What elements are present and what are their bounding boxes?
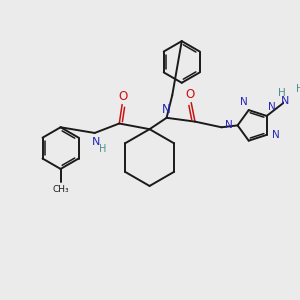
Text: N: N xyxy=(162,103,171,116)
Text: N: N xyxy=(225,120,233,130)
Text: N: N xyxy=(280,96,289,106)
Text: O: O xyxy=(118,89,128,103)
Text: N: N xyxy=(92,137,100,147)
Text: O: O xyxy=(186,88,195,101)
Text: H: H xyxy=(278,88,286,98)
Text: N: N xyxy=(268,102,275,112)
Text: CH₃: CH₃ xyxy=(52,185,69,194)
Text: H: H xyxy=(100,144,107,154)
Text: H: H xyxy=(296,84,300,94)
Text: N: N xyxy=(240,97,248,106)
Text: N: N xyxy=(272,130,280,140)
